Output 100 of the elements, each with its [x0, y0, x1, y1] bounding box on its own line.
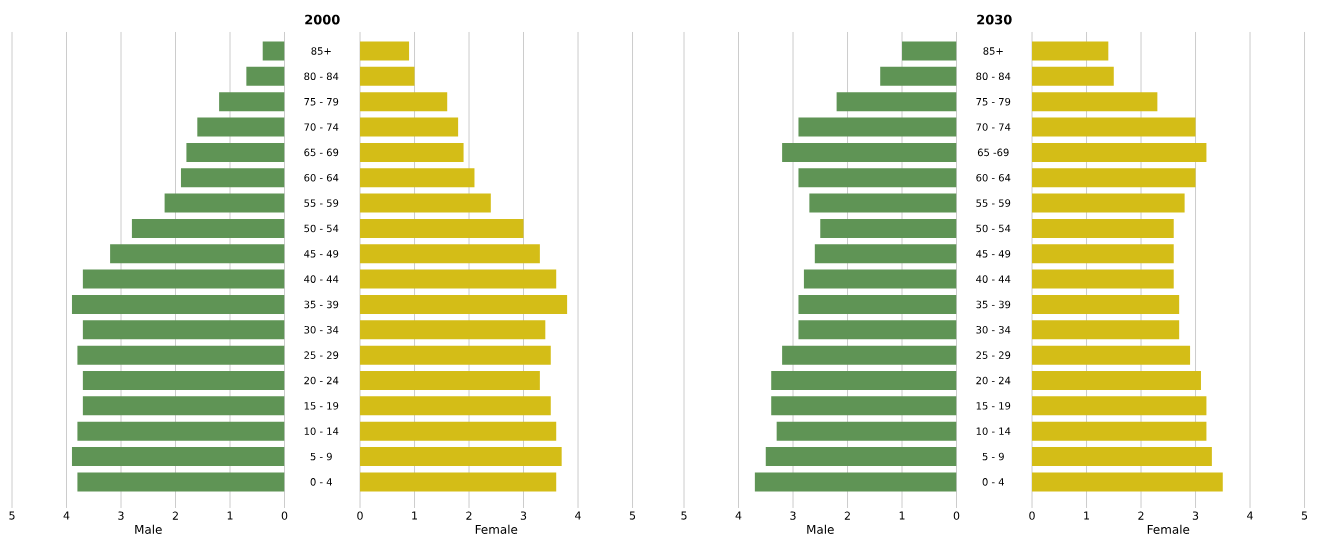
bar [836, 92, 957, 112]
x-tick-label: 5 [1301, 511, 1308, 520]
bar [246, 66, 285, 86]
y-tick-label: 40 - 44 [304, 275, 339, 283]
x-tick-label: 5 [681, 511, 687, 520]
bar [798, 294, 957, 314]
y-tick-label: 50 - 54 [304, 224, 339, 233]
bar [360, 66, 415, 86]
bar [82, 269, 285, 289]
x-tick-label: 1 [899, 511, 905, 520]
y-tick-label: 70 - 74 [976, 123, 1011, 131]
x-axis-title: Female [1147, 524, 1190, 534]
y-tick-label: 65 - 69 [304, 148, 339, 157]
text: 2000 [305, 14, 340, 25]
bar [765, 447, 957, 467]
x-tick-label: 4 [575, 511, 581, 520]
y-tick-label: 75 - 79 [304, 97, 339, 106]
x-tick-label: 0 [953, 511, 960, 520]
bar [809, 193, 957, 213]
bar [77, 472, 285, 492]
bar [771, 396, 957, 416]
x-tick-label: 1 [1084, 511, 1089, 520]
y-tick-label: 85+ [311, 47, 331, 55]
bar [360, 371, 540, 390]
y-tick-label: 55 - 59 [976, 199, 1011, 207]
bar [219, 92, 285, 112]
bar [1032, 117, 1196, 137]
x-tick-label: 2 [1138, 511, 1144, 520]
bar [186, 142, 285, 162]
bar [1032, 421, 1207, 441]
bar [1032, 396, 1207, 416]
bar [1032, 447, 1212, 467]
x-tick-label: 3 [790, 511, 796, 520]
y-tick-label: 0 - 4 [310, 478, 332, 486]
bar [1032, 66, 1114, 86]
x-tick-label: 0 [357, 511, 363, 520]
x-tick-label: 2 [172, 511, 178, 520]
bar [131, 218, 285, 238]
bar [1032, 193, 1185, 213]
y-tick-label: 10 - 14 [976, 427, 1011, 435]
bar [82, 396, 285, 416]
bar [360, 92, 448, 112]
bar [360, 421, 557, 441]
bar [880, 66, 957, 86]
y-tick-label: 25 - 29 [304, 351, 339, 359]
x-tick-label: 0 [1029, 511, 1035, 520]
bar [77, 345, 285, 365]
bar [164, 193, 285, 213]
x-tick-label: 3 [1192, 511, 1199, 520]
bar [180, 168, 285, 188]
x-tick-label: 2 [466, 511, 472, 520]
y-tick-label: 55 - 59 [304, 199, 339, 207]
y-tick-label: 80 - 84 [976, 72, 1011, 81]
bar [776, 421, 957, 441]
bar [1032, 371, 1201, 390]
bar [1032, 269, 1174, 289]
bar [1032, 142, 1207, 162]
x-axis-title: Female [475, 524, 518, 534]
bar [1032, 168, 1196, 188]
bar [798, 117, 957, 137]
bar [1032, 472, 1223, 492]
y-tick-label: 45 - 49 [304, 249, 339, 258]
x-tick-label: 2 [844, 511, 850, 520]
x-tick-label: 4 [735, 511, 742, 520]
bar [360, 168, 475, 188]
bar [71, 447, 285, 467]
y-tick-label: 15 - 19 [976, 402, 1011, 410]
x-tick-label: 3 [118, 511, 124, 520]
bar [360, 345, 551, 365]
x-tick-label: 5 [629, 511, 636, 520]
y-tick-label: 60 - 64 [976, 173, 1011, 182]
bar [360, 294, 568, 314]
bar [1032, 218, 1174, 238]
y-tick-label: 25 - 29 [976, 351, 1011, 359]
bar [262, 41, 285, 61]
bar [360, 320, 546, 340]
bar [197, 117, 285, 137]
bar [360, 472, 557, 492]
bar [814, 244, 957, 264]
bar [360, 117, 459, 137]
y-tick-label: 80 - 84 [304, 72, 339, 81]
bar [110, 244, 285, 264]
bar [782, 142, 957, 162]
x-tick-label: 1 [227, 511, 233, 520]
x-tick-label: 0 [281, 511, 288, 520]
bar [360, 269, 557, 289]
bar [820, 218, 957, 238]
bar [1032, 294, 1180, 314]
bar [360, 193, 491, 213]
bar [360, 244, 540, 264]
y-tick-label: 30 - 34 [304, 326, 339, 334]
x-axis-title: Male [135, 524, 162, 534]
y-tick-label: 15 - 19 [304, 402, 339, 410]
bar [798, 168, 957, 188]
y-tick-label: 45 - 49 [976, 249, 1011, 258]
bar [771, 371, 957, 390]
y-tick-label: 70 - 74 [304, 123, 339, 131]
x-tick-label: 1 [412, 511, 417, 520]
y-tick-label: 50 - 54 [976, 224, 1011, 233]
bar [82, 371, 285, 390]
